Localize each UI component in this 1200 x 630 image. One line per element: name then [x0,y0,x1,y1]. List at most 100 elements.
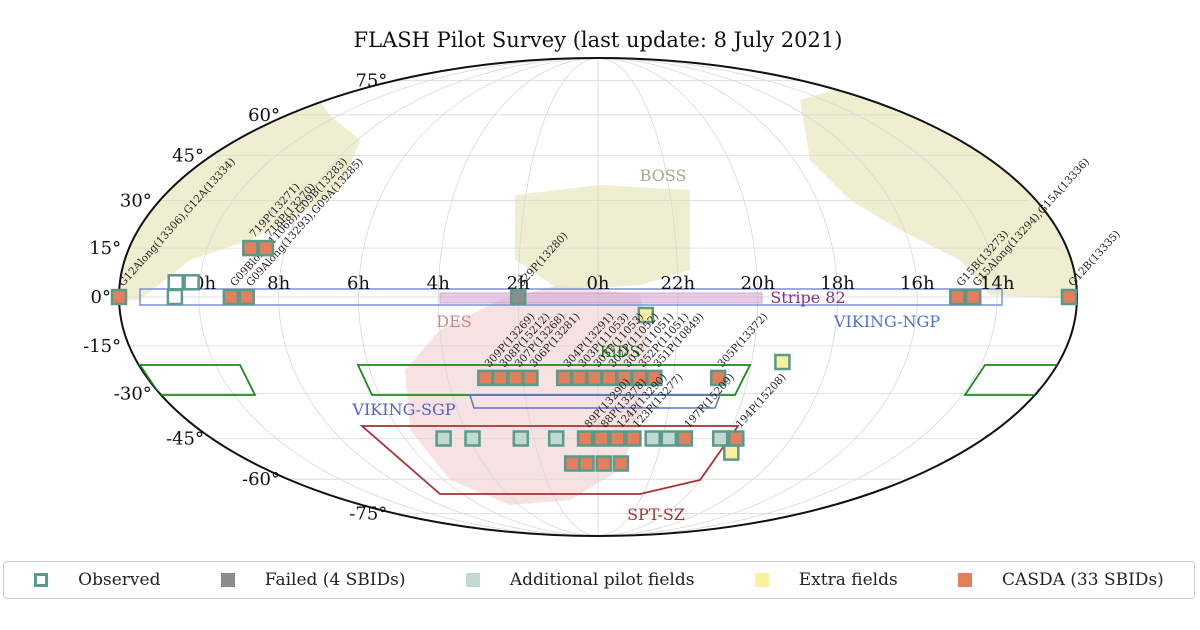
ra-tick-label: 16h [900,273,935,294]
field-marker-casda [576,430,594,447]
legend-item-observed: Observed [34,570,160,590]
legend: Observed Failed (4 SBIDs) Additional pil… [3,561,1195,599]
meridian-line [198,58,599,536]
field-marker-casda [110,288,128,306]
stripe82-label: Stripe 82 [770,288,845,307]
field-marker-casda [522,369,539,387]
chart-title: FLASH Pilot Survey (last update: 8 July … [354,28,843,52]
kids-outline-east [963,364,1077,396]
region-labels: BOSS DES Stripe 82 VIKING-NGP KiDS VIKIN… [351,166,940,524]
field-marker-casda [563,455,581,472]
field-marker-casda [507,369,524,387]
dec-tick-label: -75° [349,504,387,525]
field-marker-additional [464,430,481,447]
field-marker-additional [512,430,530,447]
meridian-line [597,58,918,536]
field-marker-casda [578,455,595,472]
viking-ngp-label: VIKING-NGP [833,312,940,331]
dec-tick-label: 30° [120,191,152,212]
field-marker-casda [625,430,642,447]
field-marker-casda [570,369,588,387]
casda-swatch [958,573,973,587]
field-marker-failed [509,288,527,306]
field-marker-casda [709,369,727,387]
kids-label: KiDS [600,342,641,361]
ra-tick-label: 20h [740,273,775,294]
field-marker-casda [609,430,626,447]
spt-sz-label: SPT-SZ [627,505,685,524]
legend-label-casda: CASDA (33 SBIDs) [1002,570,1164,590]
field-marker-additional [711,430,729,447]
ra-tick-label: 6h [347,273,370,294]
field-marker-additional [644,430,661,447]
field-marker-casda [592,430,610,447]
legend-label-extra: Extra fields [798,570,898,590]
meridian-line [597,58,838,536]
dec-tick-label: 60° [248,105,280,126]
dec-tick-label: 75° [355,71,387,92]
field-marker-casda [595,455,612,472]
legend-label-observed: Observed [78,570,161,590]
field-marker-observed [167,274,184,291]
survey-outlines [138,288,1077,495]
dec-tick-label: -15° [83,336,121,357]
meridian-line [278,58,599,536]
legend-item-casda: CASDA (33 SBIDs) [958,570,1164,590]
field-marker-casda [964,288,982,306]
field-marker-casda [238,288,255,306]
stripe82-outline [439,292,763,304]
spt-sz-outline [359,425,740,495]
ra-tick-label: 8h [267,273,290,294]
field-marker-casda [646,369,663,387]
extra-swatch [754,573,769,587]
ra-tick-label: 0h [586,273,609,294]
field-marker-additional [547,430,565,447]
ra-tick-label: 18h [820,273,855,294]
legend-item-extra: Extra fields [754,570,898,590]
field-marker-casda [555,369,573,387]
field-marker-casda [477,369,494,387]
dec-tick-label: -45° [166,429,204,450]
ra-tick-label: 14h [980,273,1015,294]
dec-tick-label: -30° [114,384,152,405]
field-marker-additional [660,430,678,447]
field-marker-observed [166,288,184,306]
field-marker-casda [585,369,603,387]
field-marker-casda [676,430,694,447]
legend-label-additional: Additional pilot fields [509,570,695,590]
field-marker-additional [435,430,452,447]
legend-label-failed: Failed (4 SBIDs) [264,570,406,590]
field-marker-casda [257,239,275,257]
dec-tick-label: 0° [91,287,111,308]
meridian-line [437,58,599,536]
ra-tick-label: 22h [661,273,696,294]
field-marker-casda [601,369,618,387]
ra-tick-label: 4h [427,273,450,294]
field-marker-extra [774,353,791,371]
legend-item-failed: Failed (4 SBIDs) [220,570,406,590]
des-label: DES [436,312,471,331]
meridian-line [358,58,599,536]
kids-outline [356,364,752,396]
field-marker-casda [242,239,259,257]
viking-sgp-label: VIKING-SGP [351,400,455,419]
observed-swatch [34,573,49,587]
additional-swatch [465,573,480,587]
failed-swatch [220,573,235,587]
legend-item-additional: Additional pilot fields [465,570,695,590]
dec-tick-label: 45° [172,146,204,167]
field-marker-casda [728,430,745,447]
dec-tick-label: -60° [242,469,280,490]
field-marker-observed [183,274,200,291]
viking-sgp-outline [468,394,722,409]
field-marker-casda [612,455,630,472]
field-marker-extra [637,306,655,324]
field-marker-casda [492,369,509,387]
field-marker-casda [1060,288,1078,306]
dec-tick-label: 15° [89,238,121,259]
field-label: G12B(13335) [1066,228,1122,289]
field-marker-casda [949,288,966,306]
meridian-line [597,58,998,536]
kids-outline-west [138,364,257,396]
